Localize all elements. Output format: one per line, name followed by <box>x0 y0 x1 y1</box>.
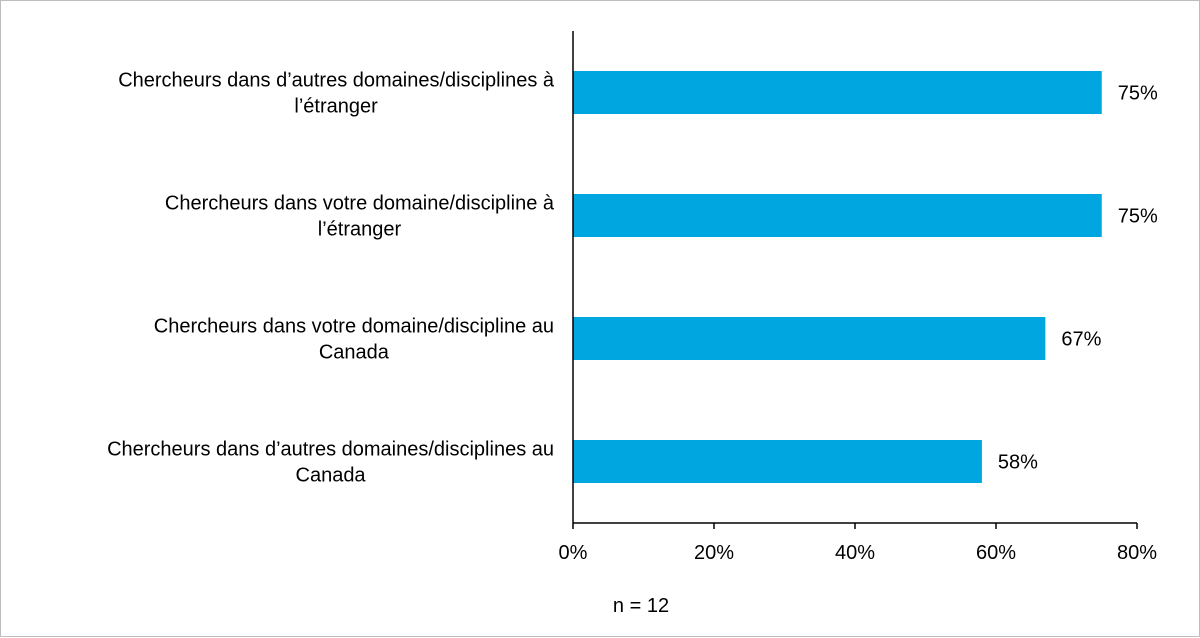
category-label: Chercheurs dans votre domaine/discipline… <box>165 193 555 241</box>
axis-layer: 0% 20% 40% 60% 80% <box>559 31 1157 564</box>
category-label-line: Canada <box>296 465 367 487</box>
x-tick-label: 40% <box>835 542 875 564</box>
category-label: Chercheurs dans d’autres domaines/discip… <box>107 439 554 487</box>
bar-value-label: 75% <box>1118 83 1158 105</box>
bars-layer <box>573 71 1102 483</box>
category-label-line: Chercheurs dans d’autres domaines/discip… <box>107 439 554 461</box>
bar <box>573 194 1102 237</box>
bar-value-label: 58% <box>998 452 1038 474</box>
x-tick-label: 0% <box>559 542 588 564</box>
category-label-line: Chercheurs dans votre domaine/discipline… <box>165 193 555 215</box>
bar <box>573 440 982 483</box>
category-label-line: l’étranger <box>294 96 378 118</box>
bar <box>573 71 1102 114</box>
category-label-line: Canada <box>319 342 390 364</box>
x-tick-label: 80% <box>1117 542 1157 564</box>
bar <box>573 317 1046 360</box>
category-labels-layer: Chercheurs dans d’autres domaines/discip… <box>107 70 555 487</box>
category-label: Chercheurs dans votre domaine/discipline… <box>154 316 554 364</box>
category-label: Chercheurs dans d’autres domaines/discip… <box>118 70 555 118</box>
category-label-line: Chercheurs dans d’autres domaines/discip… <box>118 70 555 92</box>
category-label-line: Chercheurs dans votre domaine/discipline… <box>154 316 554 338</box>
value-labels-layer: 75% 75% 67% 58% <box>998 83 1158 474</box>
category-label-line: l’étranger <box>318 219 402 241</box>
bar-value-label: 67% <box>1061 329 1101 351</box>
bar-value-label: 75% <box>1118 206 1158 228</box>
sample-size-note: n = 12 <box>613 595 669 617</box>
x-tick-label: 20% <box>694 542 734 564</box>
x-tick-label: 60% <box>976 542 1016 564</box>
